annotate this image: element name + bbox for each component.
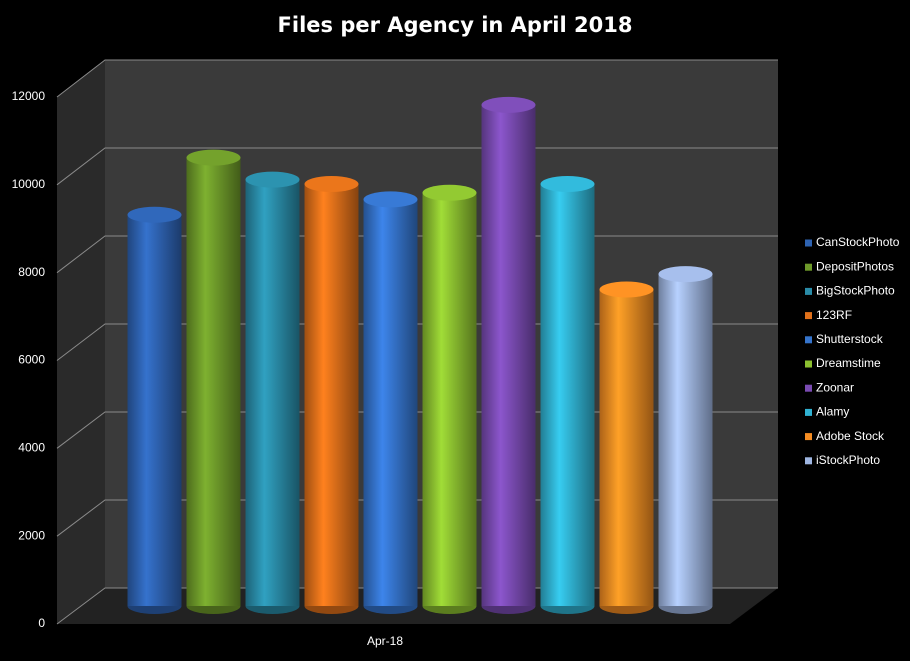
legend-label: Shutterstock <box>816 332 884 346</box>
bar-top <box>481 96 536 113</box>
legend-swatch <box>805 336 812 344</box>
bar <box>599 289 654 606</box>
bar <box>186 157 241 606</box>
y-tick-label: 4000 <box>18 441 45 455</box>
bar-top <box>127 206 182 223</box>
bar <box>481 104 536 606</box>
y-tick-label: 10000 <box>12 177 46 191</box>
y-tick-label: 6000 <box>18 353 45 367</box>
legend-swatch <box>805 263 812 271</box>
legend-swatch <box>805 360 812 368</box>
legend-label: 123RF <box>816 308 852 322</box>
legend-label: Alamy <box>816 405 849 419</box>
bar <box>245 179 300 606</box>
legend-swatch <box>805 287 812 295</box>
grid-line <box>56 147 778 186</box>
y-tick-label: 8000 <box>18 265 45 279</box>
chart-title: Files per Agency in April 2018 <box>278 13 633 37</box>
bar-top <box>363 191 418 208</box>
bar-top <box>599 281 654 298</box>
bar-top <box>422 184 477 201</box>
legend-swatch <box>805 312 812 320</box>
legend-swatch <box>805 433 812 441</box>
legend-label: Zoonar <box>816 380 854 394</box>
legend-label: BigStockPhoto <box>816 284 895 298</box>
legend-label: Adobe Stock <box>816 429 885 443</box>
y-tick-label: 12000 <box>12 89 46 103</box>
legend-label: Dreamstime <box>816 356 881 370</box>
legend-label: iStockPhoto <box>816 453 880 467</box>
bar-top <box>304 176 359 192</box>
legend-swatch <box>805 408 812 416</box>
legend-swatch <box>805 384 812 392</box>
y-tick-label: 2000 <box>18 528 45 542</box>
bar <box>127 214 182 607</box>
bar <box>658 274 713 606</box>
bar-top <box>540 176 595 192</box>
legend-swatch <box>805 457 812 465</box>
bar <box>363 199 418 606</box>
bar-top <box>245 171 300 188</box>
x-tick-label: Apr-18 <box>367 634 403 648</box>
legend-label: CanStockPhoto <box>816 235 900 249</box>
bar <box>304 184 359 606</box>
bar-top <box>186 149 241 166</box>
legend-label: DepositPhotos <box>816 259 894 273</box>
y-tick-label: 0 <box>38 616 45 630</box>
bar-top <box>658 266 713 283</box>
legend-swatch <box>805 239 812 247</box>
bar <box>422 192 477 606</box>
bar <box>540 184 595 606</box>
grid-line <box>56 59 778 98</box>
